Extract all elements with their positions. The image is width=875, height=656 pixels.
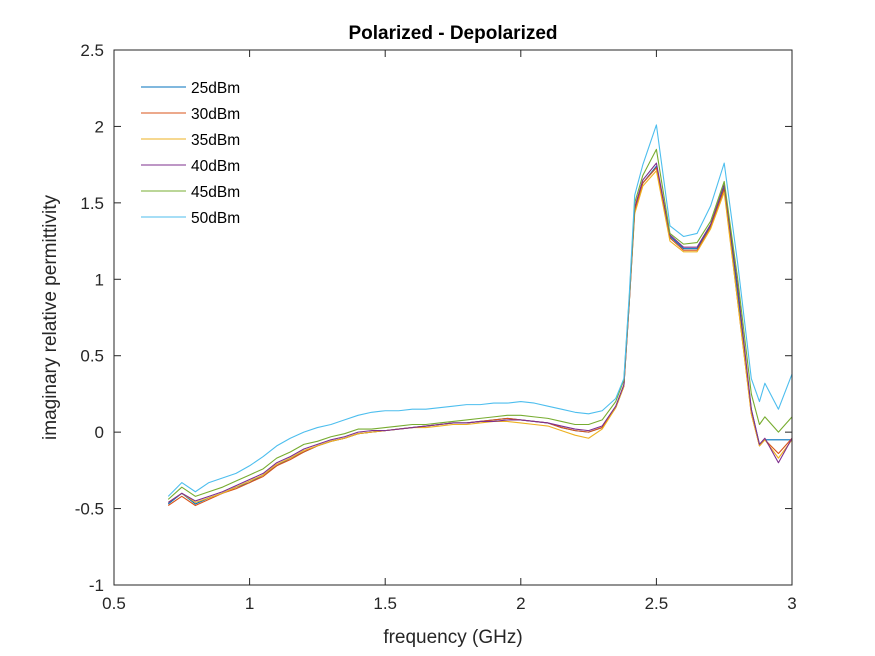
series-line-40dBm <box>167 162 793 503</box>
legend-label-40dBm: 40dBm <box>191 158 240 175</box>
y-tick-label: 2.5 <box>80 41 104 60</box>
plot-area <box>114 50 792 585</box>
y-tick-label: 1 <box>95 270 104 289</box>
series-line-30dBm <box>167 167 793 507</box>
series-line-35dBm <box>167 170 793 504</box>
x-tick-label: 3 <box>787 594 796 613</box>
legend: 25dBm 30dBm 35dBm 40dBm 45dBm 50dBm <box>141 80 240 227</box>
axes-box <box>113 49 793 586</box>
x-tick-label: 2.5 <box>645 594 669 613</box>
x-tick-label: 2 <box>516 594 525 613</box>
series-layer <box>167 124 793 507</box>
y-tick-label: 0.5 <box>80 347 104 366</box>
y-tick-label: -1 <box>89 576 104 595</box>
legend-label-45dBm: 45dBm <box>191 184 240 201</box>
legend-label-30dBm: 30dBm <box>191 106 240 123</box>
series-line-50dBm <box>167 124 793 497</box>
y-tick-label: -0.5 <box>75 500 104 519</box>
y-tick-label: 0 <box>95 423 104 442</box>
ticks-layer: 0.5 1 1.5 2 2.5 3 -1 -0.5 0 0.5 1 1.5 2 2.5 <box>75 41 797 613</box>
legend-label-35dBm: 35dBm <box>191 132 240 149</box>
y-tick-label: 1.5 <box>80 194 104 213</box>
legend-label-25dBm: 25dBm <box>191 80 240 97</box>
y-axis-title: imaginary relative permittivity <box>40 195 61 440</box>
chart-title: Polarized - Depolarized <box>348 23 557 44</box>
series-line-45dBm <box>167 148 793 500</box>
legend-label-50dBm: 50dBm <box>191 210 240 227</box>
x-tick-label: 1 <box>245 594 254 613</box>
x-tick-label: 0.5 <box>102 594 126 613</box>
x-tick-label: 1.5 <box>373 594 397 613</box>
y-tick-label: 2 <box>95 117 104 136</box>
x-axis-title: frequency (GHz) <box>383 627 522 648</box>
